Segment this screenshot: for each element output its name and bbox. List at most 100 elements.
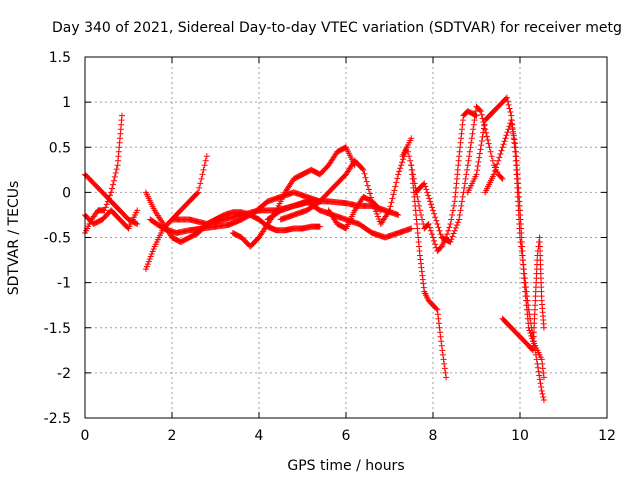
data-point [500, 141, 507, 148]
data-point [439, 347, 446, 354]
data-point [504, 129, 511, 136]
x-tick-label: 6 [342, 428, 351, 444]
data-point [389, 195, 396, 202]
data-point [433, 305, 440, 312]
data-point [529, 346, 536, 353]
data-point [107, 192, 114, 199]
data-point [404, 148, 411, 155]
data-point [112, 170, 119, 177]
y-tick-label: -1 [57, 276, 71, 292]
x-tick-label: 12 [598, 428, 616, 444]
data-point [466, 148, 473, 155]
data-point [431, 210, 438, 217]
x-tick-label: 8 [429, 428, 438, 444]
data-point [427, 227, 434, 234]
data-point [109, 181, 116, 188]
data-point [437, 329, 444, 336]
data-point [415, 198, 422, 205]
data-point [409, 171, 416, 178]
data-point [435, 315, 442, 322]
data-point [361, 170, 368, 177]
data-point [465, 157, 472, 164]
data-point [434, 306, 441, 313]
data-point [393, 179, 400, 186]
data-point [387, 203, 394, 210]
data-point [424, 189, 431, 196]
data-point [539, 390, 546, 397]
data-point [507, 109, 514, 116]
data-point [442, 369, 449, 376]
data-point [436, 227, 443, 234]
data-point [365, 186, 372, 193]
data-point [394, 175, 401, 182]
data-point [118, 112, 125, 119]
data-point [512, 140, 519, 147]
data-point [201, 162, 208, 169]
data-point [391, 187, 398, 194]
data-point [421, 180, 428, 187]
data-point [496, 154, 503, 161]
data-point [134, 207, 141, 214]
data-point [471, 117, 478, 124]
data-point [419, 216, 426, 223]
data-point [462, 175, 469, 182]
data-point [111, 173, 118, 180]
data-point [448, 216, 455, 223]
data-point [408, 135, 415, 142]
data-point [390, 191, 397, 198]
data-point [495, 157, 502, 164]
data-point [503, 94, 510, 101]
x-tick-label: 10 [511, 428, 529, 444]
tick-layer: 0 2 4 6 8 10 12 -2.5 -2 -1.5 -1 -0.5 0 0.5 1 1.5 [44, 50, 616, 444]
data-point [539, 365, 546, 372]
data-point [406, 153, 413, 160]
data-point [476, 107, 483, 114]
data-point [375, 215, 382, 222]
data-point [425, 220, 432, 227]
y-tick-label: -2.5 [44, 411, 71, 427]
data-point [539, 360, 546, 367]
data-point [104, 198, 111, 205]
data-point [437, 333, 444, 340]
data-point [146, 256, 153, 263]
data-point [101, 207, 108, 214]
data-point [396, 168, 403, 175]
grid-layer [85, 57, 607, 418]
data-point [502, 135, 509, 142]
data-point [474, 167, 481, 174]
data-point [473, 171, 480, 178]
data-point [489, 157, 496, 164]
data-point [197, 180, 204, 187]
data-point [477, 108, 484, 115]
data-point [508, 121, 515, 128]
data-point [149, 248, 156, 255]
data-point [456, 216, 463, 223]
data-point [203, 153, 210, 160]
data-point [445, 227, 452, 234]
data-point [505, 101, 512, 108]
x-tick-label: 0 [81, 428, 90, 444]
data-point [501, 138, 508, 145]
data-point [491, 167, 498, 174]
data-point [533, 356, 540, 363]
data-point [431, 237, 438, 244]
data-point [408, 162, 415, 169]
data-point [538, 384, 545, 391]
data-point [470, 126, 477, 133]
data-point [540, 396, 547, 403]
data-point [430, 207, 436, 214]
data-point [374, 213, 381, 220]
data-point [449, 233, 456, 240]
data-point [103, 201, 110, 208]
data-point [432, 241, 439, 248]
data-point [526, 327, 533, 334]
data-point [410, 175, 417, 182]
data-point [437, 231, 444, 238]
data-point [478, 142, 485, 149]
y-tick-label: -2 [57, 366, 71, 382]
y-tick-label: -0.5 [44, 231, 71, 247]
data-point [366, 190, 373, 197]
data-point [477, 146, 484, 153]
data-point [102, 204, 109, 211]
data-point [420, 220, 427, 227]
